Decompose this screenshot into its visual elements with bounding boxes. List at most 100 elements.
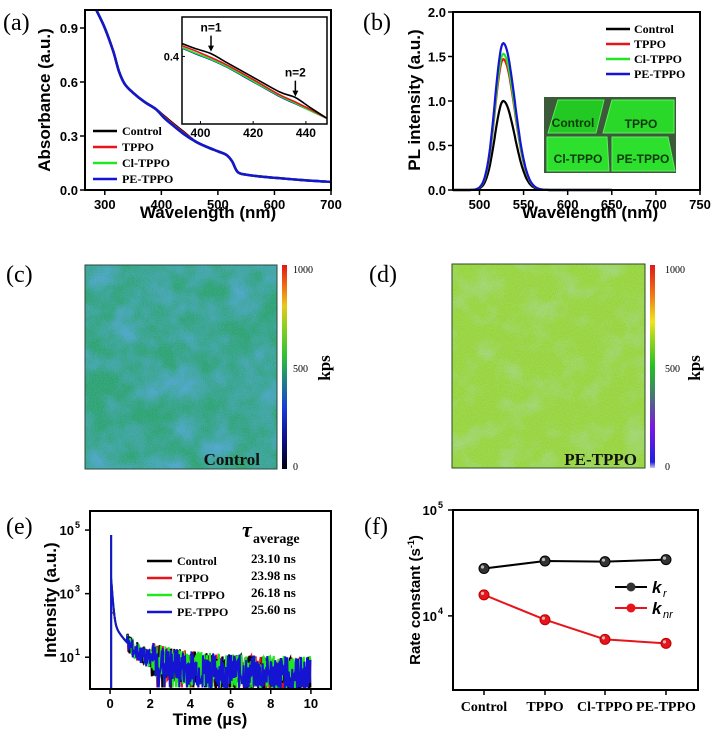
a-ytick-label: 0.9	[60, 21, 78, 36]
f-point-highlight	[662, 556, 667, 560]
a-inset-xtick-label: 440	[296, 126, 316, 140]
e-xticks: 0 2 4 6 8 10	[106, 689, 318, 711]
c-colorbar-tick-500: 500	[293, 364, 308, 375]
f-xtick-label-cl-tppo: Cl-TPPO	[577, 700, 633, 715]
b-photo-label-tppo: TPPO	[625, 117, 658, 131]
b-photo-label-control: Control	[552, 116, 595, 130]
a-ytick-label: 0.6	[60, 75, 78, 90]
e-ytick-exponent: 1	[75, 647, 80, 657]
a-inset-ytick-label: 0.4	[164, 51, 180, 63]
e-xtick-label: 0	[106, 696, 113, 711]
e-tau-header: τ	[242, 517, 253, 542]
a-inset-annotation-n-1: n=1	[200, 21, 221, 35]
f-xticks: Control TPPO Cl-TPPO PE-TPPO	[461, 690, 696, 715]
a-ylabel: Absorbance (a.u.)	[35, 28, 54, 172]
f-point-highlight	[662, 640, 667, 644]
d-colorbar-tick-0: 0	[665, 462, 670, 473]
f-ytick-exponent: 5	[438, 500, 443, 510]
d-colorbar-tick-500: 500	[665, 364, 680, 375]
c-colorbar-tick-0: 0	[293, 462, 298, 473]
a-inset-series-tppo	[182, 44, 327, 120]
f-point-highlight	[480, 591, 485, 595]
panel-label-a: (a)	[3, 10, 30, 36]
b-ytick-label: 1.0	[428, 94, 446, 109]
b-xtick-label: 750	[689, 197, 711, 212]
panel-label-d: (d)	[369, 262, 397, 288]
f-plot-frame	[452, 509, 699, 691]
a-xlabel: Wavelength (nm)	[140, 203, 276, 222]
b-legend-label-cl-tppo: Cl-TPPO	[634, 52, 682, 66]
a-xticks: 300 400 500 600 700	[94, 190, 342, 212]
a-inset-xtick-label: 400	[190, 126, 210, 140]
f-point-highlight	[541, 616, 546, 620]
b-yticks: 0.0 0.5 1.0 1.5 2.0	[428, 5, 453, 198]
panel-d-pl-map-pe-tppo: PE-TPPO 1000 500 0 kps	[451, 263, 704, 473]
b-xtick-label: 550	[513, 197, 535, 212]
panel-label-c: (c)	[6, 262, 33, 288]
b-photo-tile-cl	[546, 136, 610, 172]
a-legend-label-pe-tppo: PE-TPPO	[122, 172, 173, 186]
panel-label-b: (b)	[363, 10, 391, 36]
f-point-knr-control	[478, 589, 490, 601]
f-ytick-label: 10	[423, 503, 437, 518]
f-point-kr-tppo	[539, 555, 551, 567]
panel-c-pl-map-control: Control 1000 500 0 kps	[84, 264, 334, 473]
a-legend: Control TPPO Cl-TPPO PE-TPPO	[93, 124, 173, 186]
e-xtick-label: 4	[187, 696, 195, 711]
e-xtick-label: 10	[304, 696, 318, 711]
c-map-label: Control	[204, 450, 261, 469]
f-ytick-label: 10	[423, 609, 437, 624]
b-ylabel: PL intensity (a.u.)	[405, 29, 424, 170]
c-colorbar-label: kps	[315, 355, 334, 381]
a-inset-series-cl-tppo	[182, 46, 327, 120]
b-ytick-label: 0.0	[428, 183, 446, 198]
e-tau-value-cl-tppo: 26.18 ns	[251, 585, 296, 600]
f-legend-label-knr: k	[652, 599, 663, 618]
e-tau-value-pe-tppo: 25.60 ns	[251, 602, 296, 617]
b-xtick-label: 500	[469, 197, 491, 212]
f-legend-label-kr: k	[652, 578, 663, 597]
a-series-pe-tppo	[95, 10, 331, 184]
b-xtick-label: 700	[645, 197, 667, 212]
e-tau-value-tppo: 23.98 ns	[251, 568, 296, 583]
panel-a-absorbance: 300 400 500 600 700 0.0 0.3 0.6 0.9 Wavelength …	[35, 9, 342, 222]
a-yticks: 0.0 0.3 0.6 0.9	[60, 21, 85, 198]
a-inset-arrow-head-icon	[208, 45, 214, 52]
f-xtick-label-pe-tppo: PE-TPPO	[636, 700, 696, 715]
b-xtick-label: 650	[601, 197, 623, 212]
b-xlabel: Wavelength (nm)	[522, 203, 658, 222]
e-xtick-label: 2	[147, 696, 154, 711]
f-series-line-kr	[483, 558, 667, 570]
a-legend-label-control: Control	[122, 124, 162, 138]
e-legend-label-pe-tppo: PE-TPPO	[177, 605, 228, 619]
b-ytick-label: 0.5	[428, 139, 446, 154]
f-xtick-label-control: Control	[461, 700, 508, 715]
a-xtick-label: 500	[207, 197, 229, 212]
f-point-knr-tppo	[539, 614, 551, 626]
a-xtick-label: 400	[150, 197, 172, 212]
f-legend-sub-kr: r	[663, 588, 668, 600]
a-inset-arrow-head-icon	[292, 90, 299, 97]
e-tau-header-sub: average	[253, 532, 300, 547]
e-legend-label-cl-tppo: Cl-TPPO	[177, 588, 225, 602]
f-series	[478, 554, 672, 649]
a-inset: 400 420 440 0.4 n=1 n=2	[164, 16, 328, 140]
d-colorbar-label: kps	[685, 355, 704, 381]
b-photo-tile-control	[547, 99, 605, 134]
e-tau-values: 23.10 ns 23.98 ns 26.18 ns 25.60 ns	[251, 551, 296, 617]
f-point-highlight	[601, 558, 606, 562]
e-legend-label-tppo: TPPO	[177, 571, 209, 585]
c-colorbar	[282, 265, 287, 469]
panel-label-f: (f)	[364, 514, 388, 540]
b-ytick-label: 1.5	[428, 50, 446, 65]
panel-label-e: (e)	[6, 514, 33, 540]
b-legend-label-tppo: TPPO	[634, 37, 666, 51]
e-ytick-exponent: 3	[75, 584, 80, 594]
f-ylabel: Rate constant (s-1)	[406, 535, 424, 665]
a-ytick-label: 0.0	[60, 183, 78, 198]
